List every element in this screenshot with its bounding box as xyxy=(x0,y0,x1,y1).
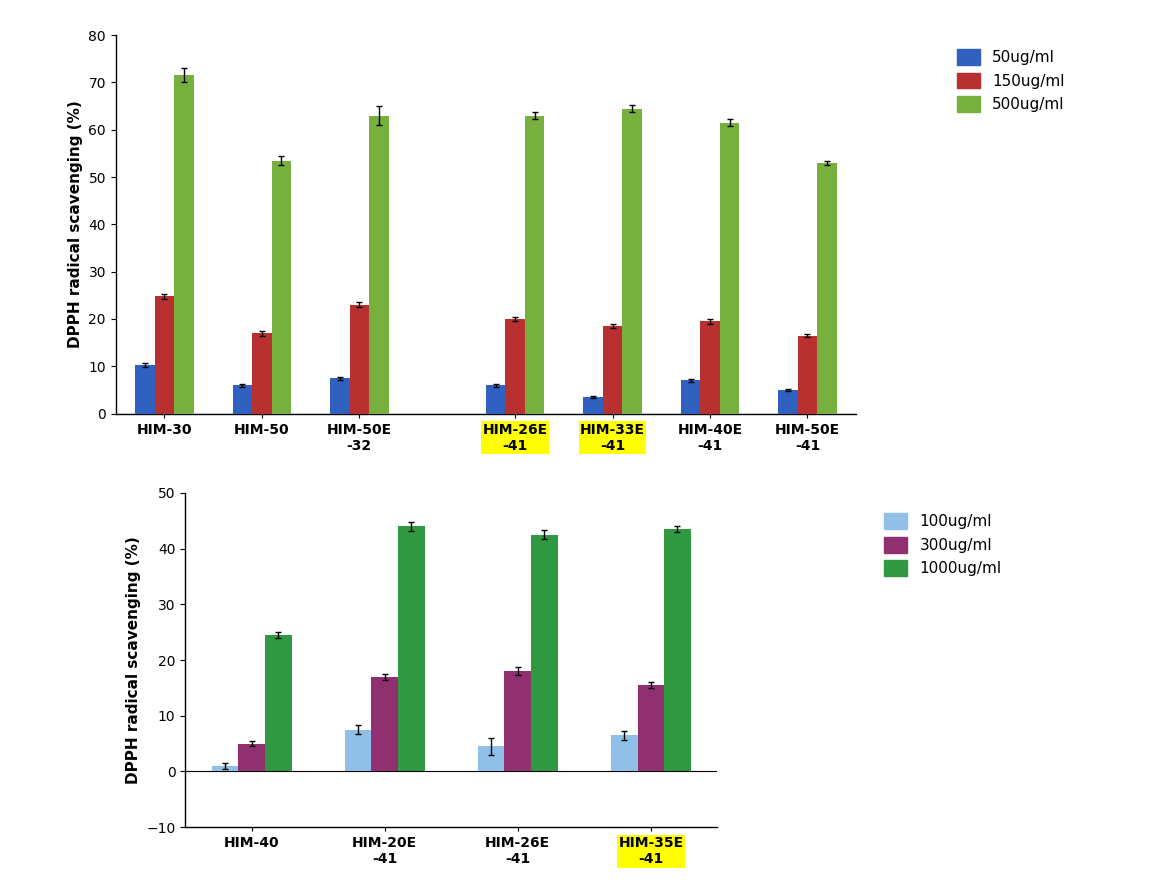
Bar xyxy=(272,160,292,414)
Bar xyxy=(664,529,691,772)
Bar xyxy=(349,304,369,414)
Bar xyxy=(531,534,558,772)
Bar xyxy=(817,163,837,414)
Bar xyxy=(252,334,272,414)
Bar xyxy=(265,635,292,772)
Bar xyxy=(345,730,371,772)
Y-axis label: DPPH radical scavenging (%): DPPH radical scavenging (%) xyxy=(68,100,83,348)
Bar xyxy=(583,397,603,414)
Legend: 50ug/ml, 150ug/ml, 500ug/ml: 50ug/ml, 150ug/ml, 500ug/ml xyxy=(951,43,1070,118)
Bar xyxy=(700,321,720,414)
Bar xyxy=(238,744,265,772)
Bar xyxy=(525,115,545,414)
Y-axis label: DPPH radical scavenging (%): DPPH radical scavenging (%) xyxy=(126,536,141,784)
Bar xyxy=(398,526,425,772)
Bar xyxy=(603,326,622,414)
Bar xyxy=(175,76,193,414)
Bar xyxy=(233,385,252,414)
Bar xyxy=(212,766,238,772)
Bar xyxy=(622,108,642,414)
Bar xyxy=(155,297,175,414)
Bar xyxy=(779,390,797,414)
Bar xyxy=(504,671,531,772)
Bar xyxy=(371,677,398,772)
Bar xyxy=(797,335,817,414)
Bar xyxy=(330,378,349,414)
Bar xyxy=(680,380,700,414)
Bar xyxy=(135,365,155,414)
Legend: 100ug/ml, 300ug/ml, 1000ug/ml: 100ug/ml, 300ug/ml, 1000ug/ml xyxy=(878,507,1008,583)
Bar xyxy=(478,746,504,772)
Bar xyxy=(486,385,506,414)
Bar xyxy=(611,736,638,772)
Bar xyxy=(638,685,664,772)
Bar xyxy=(720,122,739,414)
Bar xyxy=(369,115,389,414)
Bar xyxy=(506,319,525,414)
